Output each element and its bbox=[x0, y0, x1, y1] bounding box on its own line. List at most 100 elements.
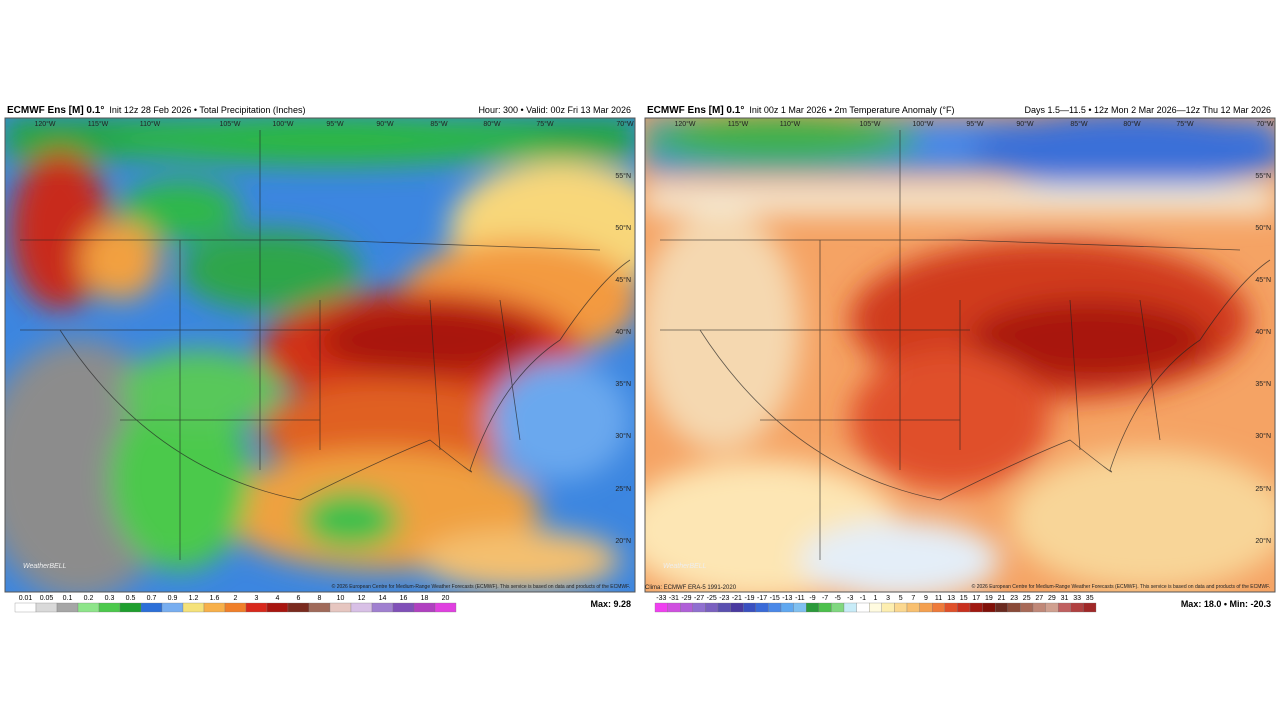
colorbar-swatch bbox=[1045, 602, 1059, 613]
colorbar-label: 0.01 bbox=[19, 595, 33, 602]
colorbar-swatch bbox=[14, 602, 37, 613]
lon-label: 105°W bbox=[219, 120, 240, 128]
stat: Max: 9.28 bbox=[590, 599, 631, 609]
lon-label: 90°W bbox=[376, 120, 394, 128]
precip-map bbox=[5, 118, 635, 592]
colorbar-swatch bbox=[843, 602, 857, 613]
colorbar-label: 20 bbox=[442, 595, 450, 602]
colorbar-label: -27 bbox=[694, 595, 704, 602]
stat: Max: 18.0 • Min: -20.3 bbox=[1181, 599, 1271, 609]
colorbar-label: 16 bbox=[400, 595, 408, 602]
colorbar-swatch bbox=[654, 602, 668, 613]
colorbar-label: 0.7 bbox=[147, 595, 157, 602]
colorbar-label: 2 bbox=[234, 595, 238, 602]
colorbar-label: -33 bbox=[656, 595, 666, 602]
lon-label: 80°W bbox=[1123, 120, 1141, 128]
colorbar-label: -13 bbox=[782, 595, 792, 602]
colorbar-swatch bbox=[245, 602, 268, 613]
colorbar-label: 19 bbox=[985, 595, 993, 602]
colorbar-swatch bbox=[1007, 602, 1021, 613]
colorbar-label: 33 bbox=[1073, 595, 1081, 602]
header-model: ECMWF Ens [M] 0.1° bbox=[7, 105, 104, 116]
colorbar-label: 0.05 bbox=[40, 595, 54, 602]
colorbar-swatch bbox=[224, 602, 247, 613]
colorbar-swatch bbox=[944, 602, 958, 613]
colorbar-swatch bbox=[329, 602, 352, 613]
colorbar-label: 1.2 bbox=[189, 595, 199, 602]
colorbar-label: 35 bbox=[1086, 595, 1094, 602]
colorbar-label: 12 bbox=[358, 595, 366, 602]
colorbar-swatch bbox=[182, 602, 205, 613]
colorbar-swatch bbox=[413, 602, 436, 613]
lon-label: 85°W bbox=[430, 120, 448, 128]
colorbar-label: 27 bbox=[1035, 595, 1043, 602]
colorbar-label: 11 bbox=[935, 595, 942, 602]
colorbar-label: 6 bbox=[297, 595, 301, 602]
credit: © 2026 European Centre for Medium-Range … bbox=[332, 583, 630, 590]
lon-label: 100°W bbox=[912, 120, 933, 128]
colorbar-label: 10 bbox=[337, 595, 345, 602]
colorbar-swatch bbox=[780, 602, 794, 613]
lat-label: 30°N bbox=[615, 432, 631, 440]
map-frame bbox=[4, 117, 636, 593]
lat-label: 25°N bbox=[1255, 485, 1271, 493]
lat-label: 20°N bbox=[1255, 537, 1271, 545]
colorbar-swatch bbox=[140, 602, 163, 613]
colorbar-swatch bbox=[957, 602, 971, 613]
lat-label: 35°N bbox=[615, 380, 631, 388]
colorbar-label: 5 bbox=[899, 595, 903, 602]
colorbar-label: 0.5 bbox=[126, 595, 136, 602]
colorbar-swatch bbox=[119, 602, 142, 613]
colorbar-swatch bbox=[743, 602, 756, 613]
lon-label: 100°W bbox=[272, 120, 293, 128]
colorbar-label: -29 bbox=[681, 595, 691, 602]
credit: © 2026 European Centre for Medium-Range … bbox=[972, 583, 1270, 590]
header-left: Init 12z 28 Feb 2026 • Total Precipitati… bbox=[109, 105, 305, 115]
colorbar-swatch bbox=[392, 602, 415, 613]
lat-label: 30°N bbox=[1255, 432, 1271, 440]
map-frame bbox=[644, 117, 1276, 593]
lat-label: 45°N bbox=[1255, 276, 1271, 284]
colorbar-swatch bbox=[919, 602, 933, 613]
colorbar-label: -31 bbox=[669, 595, 679, 602]
colorbar-label: -21 bbox=[732, 595, 742, 602]
colorbar-label: 1 bbox=[874, 595, 878, 602]
lat-label: 40°N bbox=[615, 328, 631, 336]
colorbar-label: -23 bbox=[719, 595, 729, 602]
colorbar-label: 31 bbox=[1061, 595, 1069, 602]
colorbar-swatch bbox=[350, 602, 373, 613]
colorbar-swatch bbox=[806, 602, 819, 613]
colorbar-label: 3 bbox=[255, 595, 259, 602]
colorbar-label: 7 bbox=[911, 595, 915, 602]
colorbar-swatch bbox=[1020, 602, 1034, 613]
colorbar-label: 4 bbox=[276, 595, 280, 602]
colorbar-swatch bbox=[1083, 602, 1097, 613]
colorbar-swatch bbox=[906, 602, 920, 613]
lat-label: 20°N bbox=[615, 537, 631, 545]
lon-label: 90°W bbox=[1016, 120, 1034, 128]
colorbar-label: 18 bbox=[421, 595, 429, 602]
lat-label: 40°N bbox=[1255, 328, 1271, 336]
colorbar-swatch bbox=[35, 602, 58, 613]
lon-label: 95°W bbox=[966, 120, 984, 128]
colorbar-swatch bbox=[969, 602, 983, 613]
lon-label: 120°W bbox=[674, 120, 695, 128]
lon-label: 115°W bbox=[88, 120, 109, 128]
colorbar-label: 9 bbox=[924, 595, 928, 602]
header-right: Hour: 300 • Valid: 00z Fri 13 Mar 2026 bbox=[478, 105, 631, 115]
watermark: WeatherBELL bbox=[663, 563, 707, 570]
colorbar-swatch bbox=[266, 602, 289, 613]
colorbar-label: 23 bbox=[1010, 595, 1018, 602]
colorbar-swatch bbox=[768, 602, 782, 613]
colorbar-label: 13 bbox=[947, 595, 955, 602]
colorbar-swatch bbox=[894, 602, 908, 613]
colorbar-label: 1.6 bbox=[210, 595, 220, 602]
header-right: Days 1.5—11.5 • 12z Mon 2 Mar 2026—12z T… bbox=[1025, 105, 1271, 115]
colorbar-label: -3 bbox=[847, 595, 853, 602]
lon-label: 110°W bbox=[780, 120, 801, 128]
colorbar-label: -9 bbox=[809, 595, 815, 602]
colorbar-swatch bbox=[371, 602, 394, 613]
header-left: Init 00z 1 Mar 2026 • 2m Temperature Ano… bbox=[749, 105, 954, 115]
temp-anomaly-map bbox=[645, 118, 1275, 592]
colorbar-swatch bbox=[881, 602, 895, 613]
